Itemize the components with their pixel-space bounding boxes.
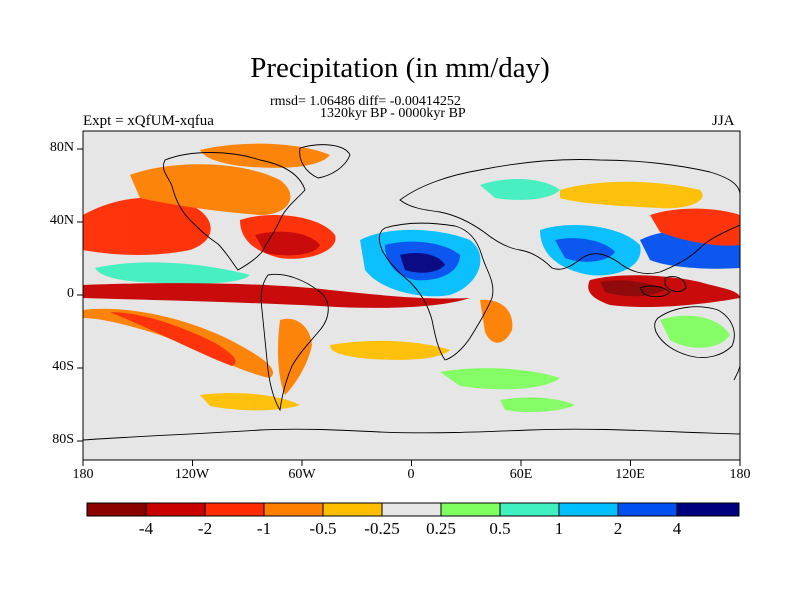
colorbar-label: -0.25: [364, 519, 400, 538]
anomaly-dry-namerica: [130, 164, 291, 215]
coastline-antarctica: [83, 428, 740, 441]
colorbar-label: -1: [256, 519, 272, 538]
anomaly-dry-spcz-core: [110, 312, 236, 366]
colorbar-label: 0.25: [426, 519, 456, 538]
x-tick-label: 60E: [509, 467, 533, 482]
coastline-borneo: [664, 276, 687, 292]
anomaly-dry-npacific-east: [650, 208, 740, 246]
colorbar-swatch: [146, 503, 205, 516]
y-tick-label: 0: [67, 286, 74, 301]
figure-title: Precipitation (in mm/day): [250, 52, 550, 84]
colorbar-swatch: [264, 503, 323, 516]
colorbar-label: -2: [197, 519, 213, 538]
coastline-north-america: [162, 152, 306, 271]
coastline-australia: [654, 306, 735, 358]
colorbar-label: 2: [613, 519, 623, 538]
anomaly-wet-southern-ocean: [440, 368, 560, 390]
anomaly-dry-equator-band: [83, 283, 470, 308]
coastline-africa: [378, 222, 494, 361]
coastline-eurasia: [399, 159, 740, 274]
colorbar-label: 0.5: [489, 519, 511, 538]
axis-ticks: [77, 148, 741, 466]
anomaly-wet-pacific-itcz: [95, 262, 250, 284]
colorbar-swatch: [323, 503, 382, 516]
colorbar-swatch: [382, 503, 441, 516]
stats-line: rmsd= 1.06486 diff= -0.00414252: [270, 94, 461, 109]
colorbar-swatch: [618, 503, 677, 516]
colorbar-swatch: [677, 503, 739, 516]
colorbar-label: 1: [554, 519, 564, 538]
precip-anomaly-fields: [83, 143, 740, 413]
anomaly-dry-east-africa: [480, 299, 513, 343]
colorbar-swatch: [500, 503, 559, 516]
anomaly-dry-atlantic-core: [255, 231, 320, 256]
x-tick-label: 180: [72, 467, 94, 482]
x-tick-label: 120E: [615, 467, 645, 482]
x-tick-label: 180: [729, 467, 751, 482]
coastlines: [83, 144, 740, 441]
colorbar-label: 4: [672, 519, 682, 538]
x-tick-label: 120W: [174, 467, 210, 482]
anomaly-wet-africa-peak: [400, 253, 445, 273]
period-line: 1320kyr BP - 0000kyr BP: [320, 106, 466, 121]
coastline-greenland: [299, 144, 351, 179]
anomaly-dry-npacific: [83, 197, 211, 255]
x-tick-label: 0: [407, 467, 415, 482]
map-panel: [83, 131, 740, 460]
y-tick-label: 40N: [49, 213, 74, 228]
anomaly-dry-south-america: [277, 318, 312, 395]
y-tick-label: 40S: [52, 359, 74, 374]
coastline-indonesia: [639, 285, 671, 298]
anomaly-dry-asia-north: [560, 181, 703, 209]
colorbar-label: -4: [138, 519, 154, 538]
anomaly-wet-southern-ocean-2: [500, 397, 575, 413]
y-tick-label: 80S: [52, 432, 74, 447]
season-label: JJA: [712, 113, 735, 129]
anomaly-dry-maritime-core: [600, 280, 665, 297]
colorbar-swatch: [87, 503, 146, 516]
colorbar-label: -0.5: [309, 519, 337, 538]
x-tick-label: 60W: [288, 467, 316, 482]
anomaly-wet-australia: [660, 315, 730, 348]
anomaly-wet-south-atlantic: [330, 340, 450, 360]
anomaly-dry-arctic: [200, 143, 330, 168]
experiment-label: Expt = xQfUM-xqfua: [83, 113, 214, 129]
colorbar-swatch: [559, 503, 618, 516]
coastline-new-zealand: [733, 364, 740, 381]
y-tick-label: 80N: [49, 140, 74, 155]
colorbar-swatch: [205, 503, 264, 516]
anomaly-wet-europe: [480, 178, 560, 200]
anomaly-wet-south-pacific: [200, 393, 300, 411]
colorbar-swatch: [441, 503, 500, 516]
colorbar: [86, 502, 740, 517]
anomaly-wet-indian-core: [555, 238, 615, 262]
coastline-south-america: [260, 273, 329, 412]
